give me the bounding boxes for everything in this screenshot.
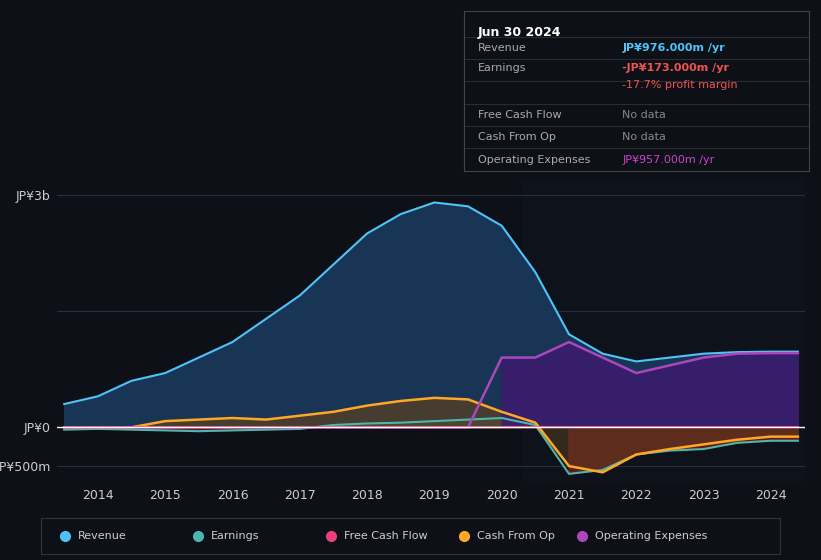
Text: Operating Expenses: Operating Expenses [595, 531, 708, 541]
Text: -17.7% profit margin: -17.7% profit margin [622, 81, 738, 90]
Text: JP¥976.000m /yr: JP¥976.000m /yr [622, 43, 725, 53]
Text: Jun 30 2024: Jun 30 2024 [478, 26, 562, 39]
Text: Cash From Op: Cash From Op [478, 132, 556, 142]
Text: Revenue: Revenue [478, 43, 526, 53]
Text: Free Cash Flow: Free Cash Flow [344, 531, 428, 541]
Text: Operating Expenses: Operating Expenses [478, 155, 590, 165]
Text: Earnings: Earnings [478, 63, 526, 73]
Text: Free Cash Flow: Free Cash Flow [478, 110, 562, 120]
Text: JP¥957.000m /yr: JP¥957.000m /yr [622, 155, 715, 165]
Text: Cash From Op: Cash From Op [477, 531, 555, 541]
Bar [522, 179, 805, 482]
Text: -JP¥173.000m /yr: -JP¥173.000m /yr [622, 63, 730, 73]
Text: No data: No data [622, 110, 667, 120]
Text: Revenue: Revenue [78, 531, 126, 541]
Text: No data: No data [622, 132, 667, 142]
Text: Earnings: Earnings [211, 531, 259, 541]
